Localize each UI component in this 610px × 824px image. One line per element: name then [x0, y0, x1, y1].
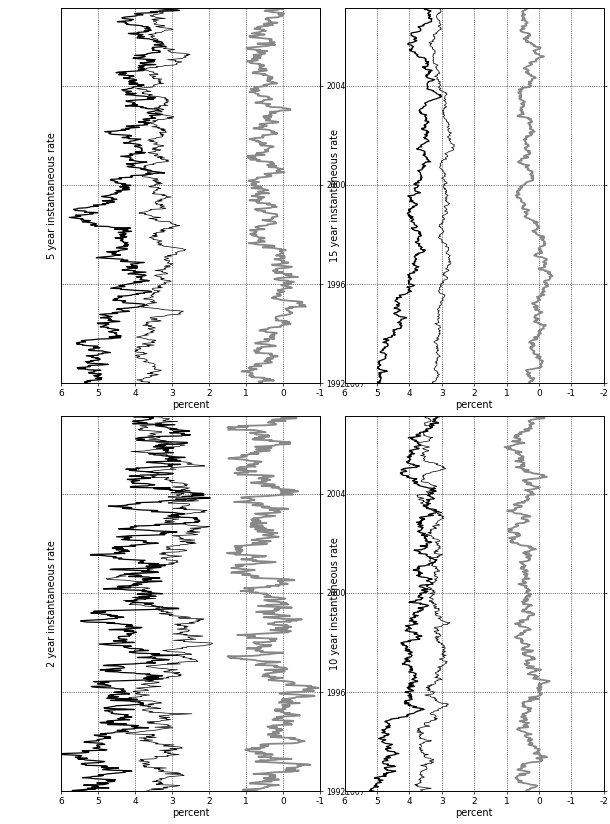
Y-axis label: 15 year instantaneous rate: 15 year instantaneous rate — [331, 129, 340, 262]
X-axis label: percent: percent — [456, 808, 493, 817]
X-axis label: percent: percent — [456, 400, 493, 410]
X-axis label: percent: percent — [172, 808, 209, 817]
X-axis label: percent: percent — [172, 400, 209, 410]
Y-axis label: 5 year instantaneous rate: 5 year instantaneous rate — [47, 133, 57, 259]
Y-axis label: 2 year instantaneous rate: 2 year instantaneous rate — [47, 541, 57, 667]
Y-axis label: 10 year instantaneous rate: 10 year instantaneous rate — [331, 537, 340, 670]
